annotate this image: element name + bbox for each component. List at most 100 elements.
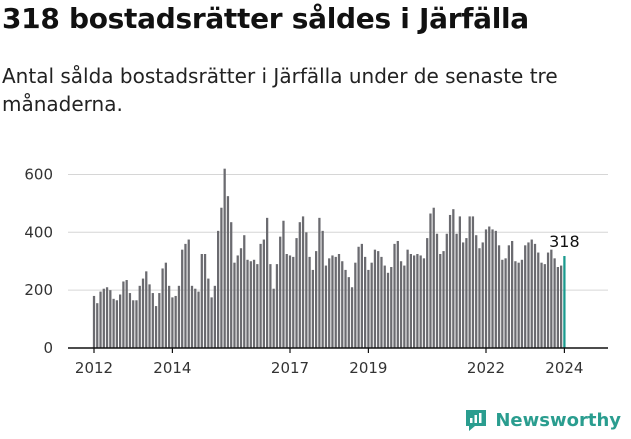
- bar: [282, 220, 285, 348]
- bar: [197, 291, 200, 348]
- bar: [210, 297, 213, 348]
- bar: [148, 284, 151, 348]
- bar: [315, 251, 318, 348]
- brand-name: Newsworthy: [495, 409, 621, 431]
- bar: [475, 235, 478, 348]
- chart-title: 318 bostadsrätter såldes i Järfälla: [2, 2, 529, 35]
- bar: [249, 261, 252, 348]
- bar: [399, 261, 403, 348]
- bar: [203, 254, 207, 348]
- bar: [422, 258, 426, 348]
- bar: [556, 267, 559, 348]
- bar: [92, 295, 96, 348]
- bar: [465, 238, 468, 348]
- bar: [226, 196, 230, 348]
- bar: [213, 285, 216, 348]
- bar: [279, 236, 282, 348]
- bar: [520, 259, 524, 348]
- bar: [546, 252, 550, 348]
- bar: [481, 242, 484, 348]
- chart-subtitle: Antal sålda bostadsrätter i Järfälla und…: [2, 64, 558, 116]
- bar: [154, 306, 158, 348]
- bar: [488, 226, 491, 348]
- bar: [102, 288, 105, 348]
- bar: [337, 254, 341, 348]
- bar: [151, 293, 154, 348]
- bar: [511, 240, 514, 348]
- bar: [419, 255, 422, 348]
- bar: [380, 256, 383, 348]
- bar: [507, 245, 510, 348]
- bar: [285, 254, 288, 348]
- bar: [331, 255, 334, 348]
- bar: [200, 254, 203, 348]
- bar: [99, 291, 102, 348]
- bar: [217, 230, 220, 348]
- x-tick-label: 2024: [545, 359, 583, 377]
- bar: [360, 243, 363, 348]
- bar: [132, 300, 135, 348]
- bar: [112, 298, 115, 348]
- bar: [370, 262, 373, 348]
- bar: [207, 278, 210, 348]
- bar: [275, 264, 279, 348]
- bar-chart: 0 200 400 600 2012 2014 2017 2019 2022 2024 318: [24, 165, 608, 377]
- bar: [187, 239, 190, 348]
- bar: [524, 245, 527, 348]
- x-tick-label: 2019: [349, 359, 387, 377]
- bar: [243, 235, 246, 348]
- bar: [390, 267, 393, 348]
- bar: [468, 216, 471, 348]
- bar: [135, 300, 138, 348]
- bar: [530, 239, 533, 348]
- bar: [435, 233, 439, 348]
- bar: [442, 251, 445, 348]
- bar: [429, 213, 432, 348]
- bar: [266, 217, 269, 348]
- bar: [334, 256, 337, 348]
- bar: [413, 255, 416, 348]
- y-tick-label: 0: [43, 339, 53, 357]
- bar: [347, 277, 350, 348]
- bar: [119, 294, 122, 348]
- bar: [497, 245, 501, 348]
- bar: [109, 290, 112, 348]
- bar: [125, 280, 128, 348]
- bar: [553, 258, 556, 348]
- bar: [269, 264, 272, 348]
- highlight-bar: [563, 256, 566, 348]
- bar: [318, 217, 321, 348]
- bar: [220, 207, 223, 348]
- bar: [141, 278, 145, 348]
- bar: [181, 249, 184, 348]
- bar: [308, 256, 311, 348]
- y-tick-label: 200: [24, 281, 53, 299]
- bar: [560, 265, 563, 348]
- bar: [288, 255, 292, 348]
- bar: [233, 262, 236, 348]
- newsworthy-logo-icon: [466, 410, 487, 431]
- bar: [174, 295, 177, 348]
- bar: [514, 261, 517, 348]
- bar: [305, 232, 308, 348]
- bar: [426, 238, 429, 348]
- bar: [357, 246, 360, 348]
- bar: [298, 222, 301, 348]
- bar: [184, 243, 187, 348]
- bar: [354, 262, 357, 348]
- bar: [96, 303, 99, 348]
- bar: [409, 254, 412, 348]
- bar: [158, 293, 161, 348]
- bar: [138, 285, 141, 348]
- bar: [115, 300, 118, 348]
- bar: [527, 242, 530, 348]
- bar: [377, 251, 380, 348]
- bar: [452, 209, 455, 348]
- bar: [341, 261, 344, 348]
- bar: [416, 254, 419, 348]
- bar: [272, 288, 275, 348]
- x-tick-label: 2014: [153, 359, 191, 377]
- y-tick-label: 600: [24, 165, 53, 183]
- bar: [190, 285, 194, 348]
- bar: [367, 269, 370, 348]
